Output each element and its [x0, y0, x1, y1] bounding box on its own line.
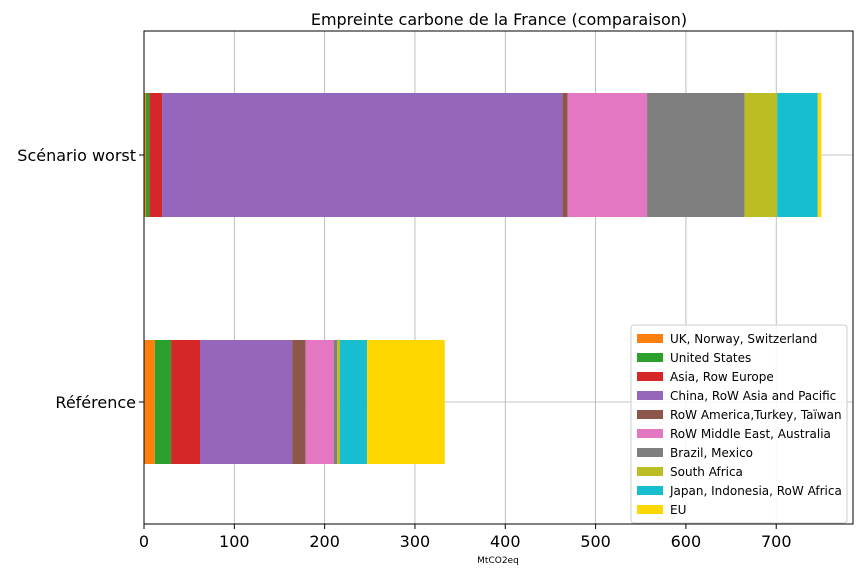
legend-swatch [637, 334, 663, 343]
legend-swatch [637, 448, 663, 457]
bar-segment [339, 340, 368, 464]
bar-segment [292, 340, 306, 464]
bar-segment [154, 340, 172, 464]
x-tick-label: 0 [139, 532, 149, 551]
bar-segment [562, 93, 568, 217]
bar-segment [744, 93, 778, 217]
chart-title: Empreinte carbone de la France (comparai… [311, 10, 687, 29]
plot-frame [143, 30, 854, 525]
legend-label: United States [670, 351, 751, 365]
legend: UK, Norway, Switzerland United States Asia… [630, 324, 848, 524]
y-axis-ticks: Référence Scénario worst [17, 146, 144, 412]
legend-swatch [637, 505, 663, 514]
y-tick-label: Référence [55, 393, 136, 412]
legend-box [630, 324, 848, 524]
bar-segment [367, 340, 445, 464]
bar-segment [337, 340, 340, 464]
x-tick-label: 700 [761, 532, 792, 551]
legend-label: RoW America,Turkey, Taïwan [670, 408, 842, 422]
bars [144, 93, 822, 464]
legend-label: Japan, Indonesia, RoW Africa [669, 484, 842, 498]
bar-segment [149, 93, 163, 217]
x-axis-ticks: 0 100 200 300 400 500 600 700 [139, 524, 792, 551]
bar-segment [305, 340, 334, 464]
legend-label: EU [670, 503, 686, 517]
legend-label: RoW Middle East, Australia [670, 427, 831, 441]
x-tick-label: 500 [580, 532, 611, 551]
bar-segment [144, 340, 155, 464]
bar-segment [777, 93, 818, 217]
legend-swatch [637, 353, 663, 362]
bar-segment [817, 93, 822, 217]
bar-segment [567, 93, 648, 217]
legend-label: Asia, Row Europe [670, 370, 774, 384]
x-tick-label: 200 [309, 532, 340, 551]
x-tick-label: 300 [400, 532, 431, 551]
x-tick-label: 400 [490, 532, 521, 551]
bar-segment [199, 340, 293, 464]
legend-label: South Africa [670, 465, 743, 479]
bar-segment [171, 340, 200, 464]
x-axis-label: MtCO2eq [477, 556, 519, 566]
legend-label: UK, Norway, Switzerland [670, 332, 817, 346]
bar-segment [162, 93, 563, 217]
legend-label: China, RoW Asia and Pacific [670, 389, 836, 403]
x-tick-label: 600 [671, 532, 702, 551]
legend-label: Brazil, Mexico [670, 446, 753, 460]
bar-segment [145, 93, 150, 217]
bar-segment [333, 340, 338, 464]
legend-swatch [637, 372, 663, 381]
bar-segment [144, 93, 146, 217]
legend-swatch [637, 486, 663, 495]
legend-swatch [637, 391, 663, 400]
x-tick-label: 100 [219, 532, 250, 551]
legend-swatch [637, 410, 663, 419]
bar-segment [647, 93, 745, 217]
legend-swatch [637, 467, 663, 476]
y-tick-label: Scénario worst [17, 146, 136, 165]
legend-swatch [637, 429, 663, 438]
